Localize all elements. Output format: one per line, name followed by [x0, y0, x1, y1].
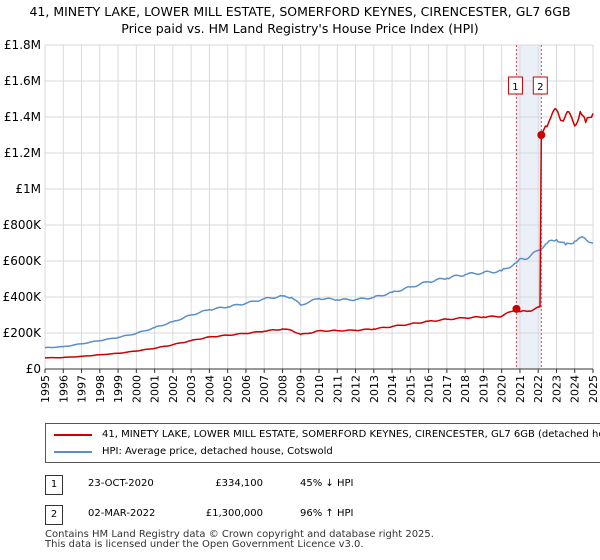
legend-swatch-property — [54, 434, 92, 436]
x-tick-label: 2015 — [404, 375, 417, 403]
x-tick-label: 2005 — [222, 375, 235, 403]
legend-label-property: 41, MINETY LAKE, LOWER MILL ESTATE, SOME… — [102, 429, 600, 440]
legend-swatch-hpi — [54, 451, 92, 453]
footer-line-1: Contains HM Land Registry data © Crown c… — [45, 529, 434, 540]
y-tick-label: £600K — [3, 254, 43, 268]
sale-label-number: 1 — [512, 82, 518, 93]
legend-label-hpi: HPI: Average price, detached house, Cots… — [102, 446, 333, 457]
series-line-hpi — [44, 236, 594, 349]
x-tick-label: 2019 — [477, 375, 490, 403]
x-tick-label: 2011 — [331, 375, 344, 403]
x-tick-label: 2004 — [203, 375, 216, 403]
transaction-date: 02-MAR-2022 — [88, 508, 156, 519]
y-tick-label: £1.4M — [4, 110, 41, 124]
x-tick-label: 2021 — [514, 375, 527, 403]
x-tick-label: 2020 — [496, 375, 509, 403]
y-tick-label: £1.6M — [4, 74, 41, 88]
x-tick-label: 2010 — [313, 375, 326, 403]
legend: 41, MINETY LAKE, LOWER MILL ESTATE, SOME… — [45, 423, 600, 463]
transaction-hpi-change: 45% ↓ HPI — [300, 478, 354, 489]
x-tick-label: 2025 — [587, 375, 600, 403]
highlight-range — [516, 45, 542, 369]
sale-label-box — [532, 76, 548, 95]
x-tick-label: 1996 — [57, 375, 70, 403]
footer-line-2: This data is licensed under the Open Gov… — [45, 539, 364, 550]
sale-point-marker — [537, 131, 546, 139]
chart-plot: £0 £200K £400K £600K £800K £1M £1.2M £1.4M £1.6M… — [3, 38, 600, 403]
y-tick-label: £800K — [3, 218, 43, 232]
x-tick-label: 2018 — [459, 375, 472, 403]
transaction-price: £334,100 — [215, 478, 263, 489]
x-tick-label: 2023 — [550, 375, 563, 403]
x-tick-label: 2013 — [368, 375, 381, 403]
sale-point-marker — [512, 304, 521, 313]
sale-label-number: 2 — [537, 82, 543, 93]
x-tick-label: 2016 — [423, 375, 436, 403]
x-tick-label: 2014 — [386, 375, 399, 403]
transaction-price: £1,300,000 — [205, 508, 263, 519]
y-tick-label: £0 — [26, 362, 41, 376]
transaction-number-badge: 2 — [45, 505, 63, 525]
y-tick-label: £200K — [3, 326, 43, 340]
x-tick-label: 2001 — [149, 375, 162, 403]
y-tick-label: £1.2M — [4, 146, 41, 160]
chart-subtitle: Price paid vs. HM Land Registry's House … — [121, 21, 479, 36]
x-tick-label: 2024 — [569, 375, 582, 403]
x-tick-label: 1998 — [94, 375, 107, 403]
x-tick-label: 2003 — [185, 375, 198, 403]
chart-title: 41, MINETY LAKE, LOWER MILL ESTATE, SOME… — [0, 3, 600, 37]
sale-label-box — [507, 76, 523, 95]
x-tick-label: 2002 — [167, 375, 180, 403]
x-tick-label: 2009 — [295, 375, 308, 403]
transaction-date: 23-OCT-2020 — [88, 478, 154, 489]
x-tick-label: 2006 — [240, 375, 253, 403]
y-tick-label: £400K — [3, 290, 43, 304]
transaction-number-badge: 1 — [45, 475, 63, 495]
chart-title-line: 41, MINETY LAKE, LOWER MILL ESTATE, SOME… — [29, 4, 571, 19]
footer-attribution: Contains HM Land Registry data © Crown c… — [45, 530, 595, 550]
y-tick-label: £1.8M — [4, 38, 41, 52]
x-tick-label: 1999 — [112, 375, 125, 403]
x-tick-label: 1997 — [76, 375, 89, 403]
y-tick-label: £1M — [15, 182, 41, 196]
x-tick-label: 1995 — [39, 375, 52, 403]
transaction-hpi-change: 96% ↑ HPI — [300, 508, 354, 519]
x-tick-label: 2000 — [130, 375, 143, 403]
x-tick-label: 2012 — [350, 375, 363, 403]
series-line-property — [44, 107, 594, 359]
x-tick-label: 2007 — [258, 375, 271, 403]
x-tick-label: 2022 — [532, 375, 545, 403]
x-tick-label: 2017 — [441, 375, 454, 403]
x-tick-label: 2008 — [276, 375, 289, 403]
